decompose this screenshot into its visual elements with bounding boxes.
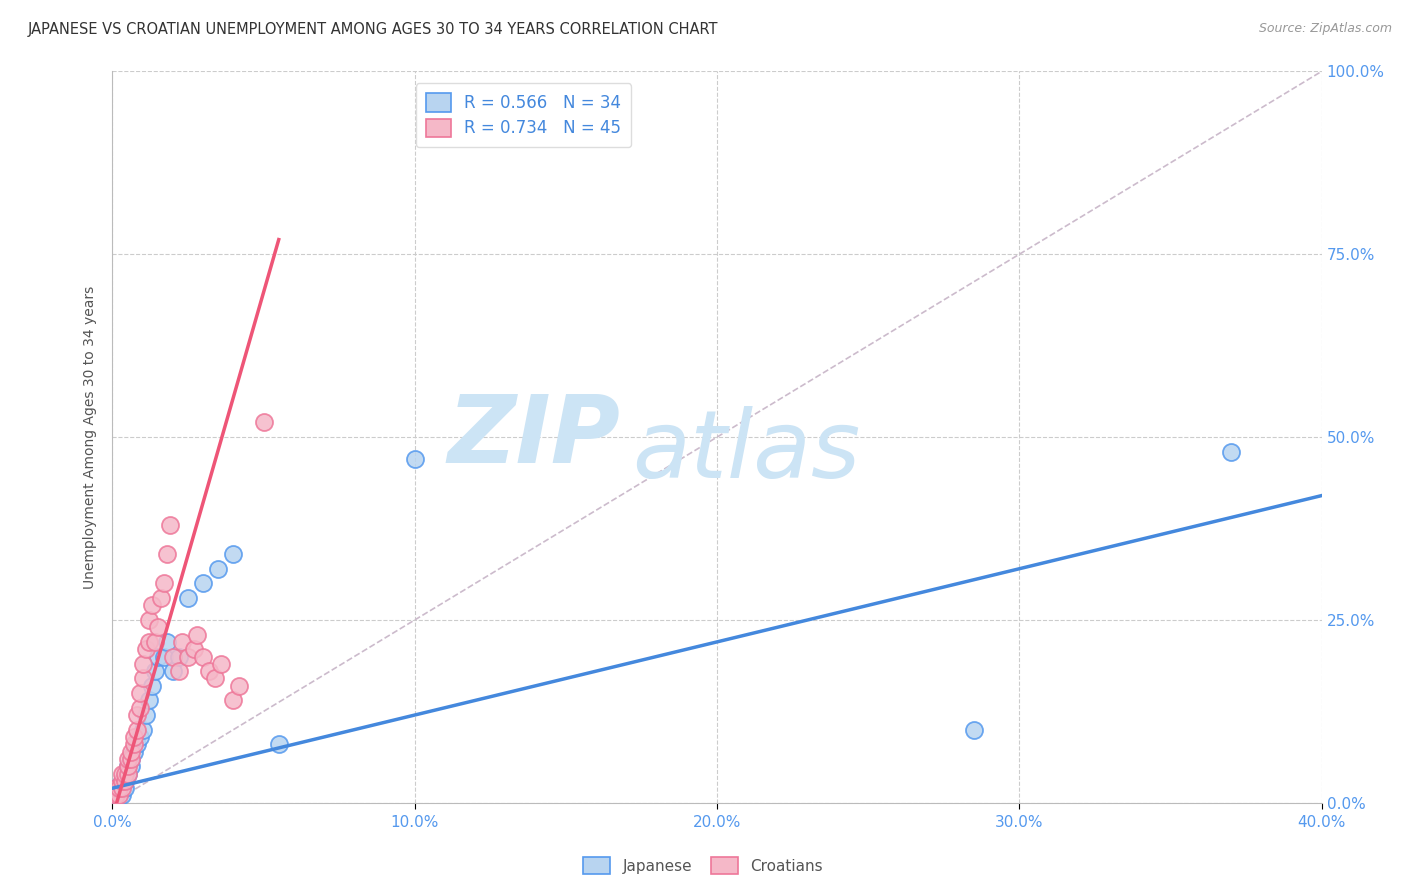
Point	[209, 657, 232, 671]
Text: Source: ZipAtlas.com: Source: ZipAtlas.com	[1258, 22, 1392, 36]
Point	[117, 752, 139, 766]
Point	[228, 679, 250, 693]
Point	[117, 766, 139, 780]
Point	[141, 599, 163, 613]
Point	[120, 752, 142, 766]
Point	[146, 620, 169, 634]
Point	[110, 789, 132, 803]
Text: ZIP: ZIP	[447, 391, 620, 483]
Point	[156, 635, 179, 649]
Point	[122, 745, 145, 759]
Point	[107, 789, 129, 803]
Point	[143, 664, 166, 678]
Point	[153, 649, 176, 664]
Point	[110, 781, 132, 796]
Point	[267, 737, 290, 751]
Point	[128, 730, 150, 744]
Point	[132, 723, 155, 737]
Point	[191, 649, 214, 664]
Point	[167, 649, 190, 664]
Point	[170, 635, 193, 649]
Point	[128, 686, 150, 700]
Point	[135, 708, 157, 723]
Point	[114, 773, 136, 788]
Point	[204, 672, 226, 686]
Point	[146, 649, 169, 664]
Point	[114, 781, 136, 796]
Point	[107, 781, 129, 796]
Point	[104, 789, 127, 803]
Point	[143, 635, 166, 649]
Point	[125, 737, 148, 751]
Point	[138, 635, 160, 649]
Legend: R = 0.566   N = 34, R = 0.734   N = 45: R = 0.566 N = 34, R = 0.734 N = 45	[416, 83, 631, 147]
Point	[167, 664, 190, 678]
Point	[177, 591, 200, 605]
Point	[162, 664, 184, 678]
Point	[104, 781, 127, 796]
Point	[183, 642, 205, 657]
Point	[125, 708, 148, 723]
Text: atlas: atlas	[633, 406, 860, 497]
Point	[149, 591, 172, 605]
Point	[120, 752, 142, 766]
Point	[191, 576, 214, 591]
Point	[253, 416, 276, 430]
Point	[207, 562, 229, 576]
Point	[135, 642, 157, 657]
Point	[117, 759, 139, 773]
Point	[114, 766, 136, 780]
Point	[222, 693, 245, 707]
Point	[114, 773, 136, 788]
Point	[104, 781, 127, 796]
Point	[125, 723, 148, 737]
Point	[120, 745, 142, 759]
Point	[963, 723, 986, 737]
Point	[132, 657, 155, 671]
Point	[1220, 444, 1243, 458]
Point	[177, 649, 200, 664]
Point	[141, 679, 163, 693]
Point	[110, 781, 132, 796]
Point	[117, 759, 139, 773]
Text: JAPANESE VS CROATIAN UNEMPLOYMENT AMONG AGES 30 TO 34 YEARS CORRELATION CHART: JAPANESE VS CROATIAN UNEMPLOYMENT AMONG …	[28, 22, 718, 37]
Point	[198, 664, 221, 678]
Point	[107, 781, 129, 796]
Point	[122, 737, 145, 751]
Point	[110, 766, 132, 780]
Point	[122, 730, 145, 744]
Point	[107, 789, 129, 803]
Point	[110, 773, 132, 788]
Point	[153, 576, 176, 591]
Point	[128, 700, 150, 714]
Point	[162, 649, 184, 664]
Point	[120, 759, 142, 773]
Point	[222, 547, 245, 561]
Point	[110, 773, 132, 788]
Point	[132, 672, 155, 686]
Point	[156, 547, 179, 561]
Point	[186, 627, 208, 641]
Point	[138, 693, 160, 707]
Legend: Japanese, Croatians: Japanese, Croatians	[576, 851, 830, 880]
Point	[138, 613, 160, 627]
Point	[404, 452, 426, 467]
Point	[159, 517, 181, 532]
Point	[117, 766, 139, 780]
Y-axis label: Unemployment Among Ages 30 to 34 years: Unemployment Among Ages 30 to 34 years	[83, 285, 97, 589]
Point	[104, 789, 127, 803]
